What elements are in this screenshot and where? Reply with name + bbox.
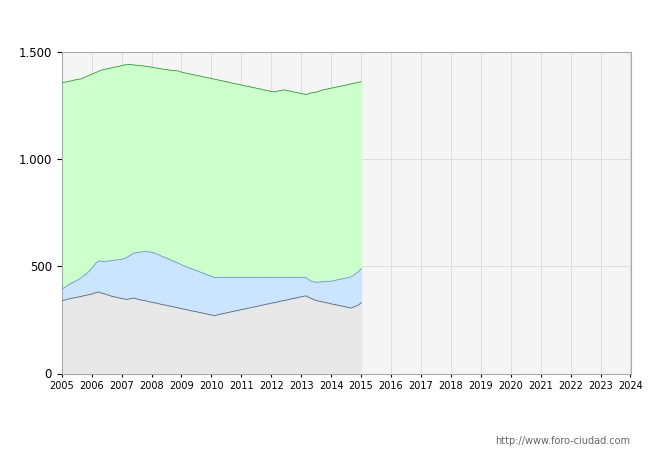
Text: http://www.foro-ciudad.com: http://www.foro-ciudad.com [495,436,630,446]
Text: Amoeiro - Evolucion de la poblacion en edad de Trabajar Mayo de 2024: Amoeiro - Evolucion de la poblacion en e… [64,16,586,31]
